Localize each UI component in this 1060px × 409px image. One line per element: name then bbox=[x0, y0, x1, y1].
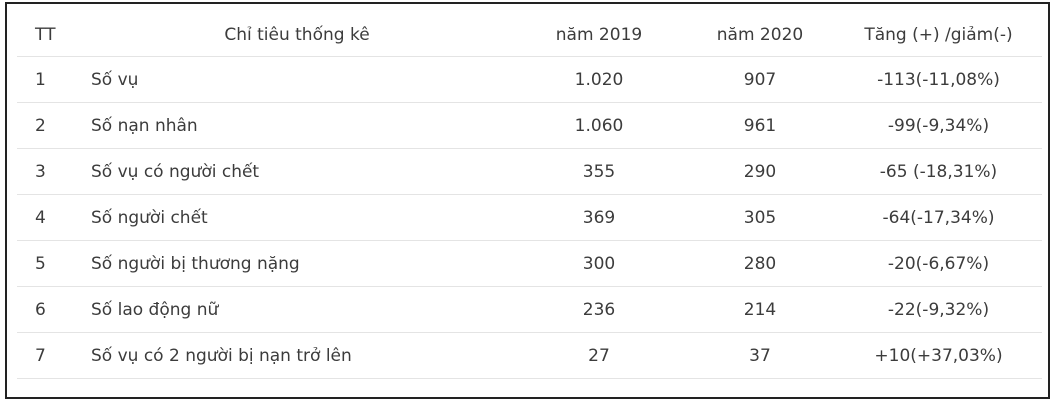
cell-2019: 300 bbox=[513, 240, 685, 287]
cell-2020: 907 bbox=[685, 56, 835, 103]
cell-tt: 1 bbox=[17, 56, 81, 103]
cell-2020: 37 bbox=[685, 332, 835, 379]
cell-indicator: Số lao động nữ bbox=[81, 286, 513, 333]
table-row: 5 Số người bị thương nặng 300 280 -20(-6… bbox=[17, 240, 1042, 287]
header-year-2020: năm 2020 bbox=[685, 14, 835, 57]
cell-2020: 305 bbox=[685, 194, 835, 241]
cell-change: -113(-11,08%) bbox=[835, 56, 1042, 103]
header-indicator: Chỉ tiêu thống kê bbox=[81, 14, 513, 57]
cell-tt: 7 bbox=[17, 332, 81, 379]
cell-tt: 3 bbox=[17, 148, 81, 195]
cell-2020: 961 bbox=[685, 102, 835, 149]
cell-change: -65 (-18,31%) bbox=[835, 148, 1042, 195]
cell-change: -99(-9,34%) bbox=[835, 102, 1042, 149]
cell-indicator: Số nạn nhân bbox=[81, 102, 513, 149]
cell-2019: 369 bbox=[513, 194, 685, 241]
header-year-2019: năm 2019 bbox=[513, 14, 685, 57]
cell-indicator: Số vụ có người chết bbox=[81, 148, 513, 195]
cell-change: -22(-9,32%) bbox=[835, 286, 1042, 333]
table-row: 1 Số vụ 1.020 907 -113(-11,08%) bbox=[17, 56, 1042, 103]
table-row: 3 Số vụ có người chết 355 290 -65 (-18,3… bbox=[17, 148, 1042, 195]
header-change: Tăng (+) /giảm(-) bbox=[835, 14, 1042, 57]
table-row: 6 Số lao động nữ 236 214 -22(-9,32%) bbox=[17, 286, 1042, 333]
cell-change: -64(-17,34%) bbox=[835, 194, 1042, 241]
cell-tt: 4 bbox=[17, 194, 81, 241]
table-row: 2 Số nạn nhân 1.060 961 -99(-9,34%) bbox=[17, 102, 1042, 149]
table-header-row: TT Chỉ tiêu thống kê năm 2019 năm 2020 T… bbox=[17, 14, 1042, 57]
table-row: 4 Số người chết 369 305 -64(-17,34%) bbox=[17, 194, 1042, 241]
header-tt: TT bbox=[17, 14, 81, 57]
cell-2019: 236 bbox=[513, 286, 685, 333]
cell-2020: 214 bbox=[685, 286, 835, 333]
cell-2019: 1.060 bbox=[513, 102, 685, 149]
cell-tt: 6 bbox=[17, 286, 81, 333]
cell-indicator: Số người chết bbox=[81, 194, 513, 241]
cell-2019: 1.020 bbox=[513, 56, 685, 103]
cell-tt: 2 bbox=[17, 102, 81, 149]
cell-change: -20(-6,67%) bbox=[835, 240, 1042, 287]
cell-indicator: Số vụ bbox=[81, 56, 513, 103]
statistics-table: TT Chỉ tiêu thống kê năm 2019 năm 2020 T… bbox=[17, 14, 1042, 379]
cell-2019: 27 bbox=[513, 332, 685, 379]
table-frame: TT Chỉ tiêu thống kê năm 2019 năm 2020 T… bbox=[5, 2, 1050, 399]
cell-indicator: Số người bị thương nặng bbox=[81, 240, 513, 287]
cell-2020: 280 bbox=[685, 240, 835, 287]
table-row: 7 Số vụ có 2 người bị nạn trở lên 27 37 … bbox=[17, 332, 1042, 379]
cell-2019: 355 bbox=[513, 148, 685, 195]
cell-tt: 5 bbox=[17, 240, 81, 287]
cell-indicator: Số vụ có 2 người bị nạn trở lên bbox=[81, 332, 513, 379]
cell-2020: 290 bbox=[685, 148, 835, 195]
cell-change: +10(+37,03%) bbox=[835, 332, 1042, 379]
